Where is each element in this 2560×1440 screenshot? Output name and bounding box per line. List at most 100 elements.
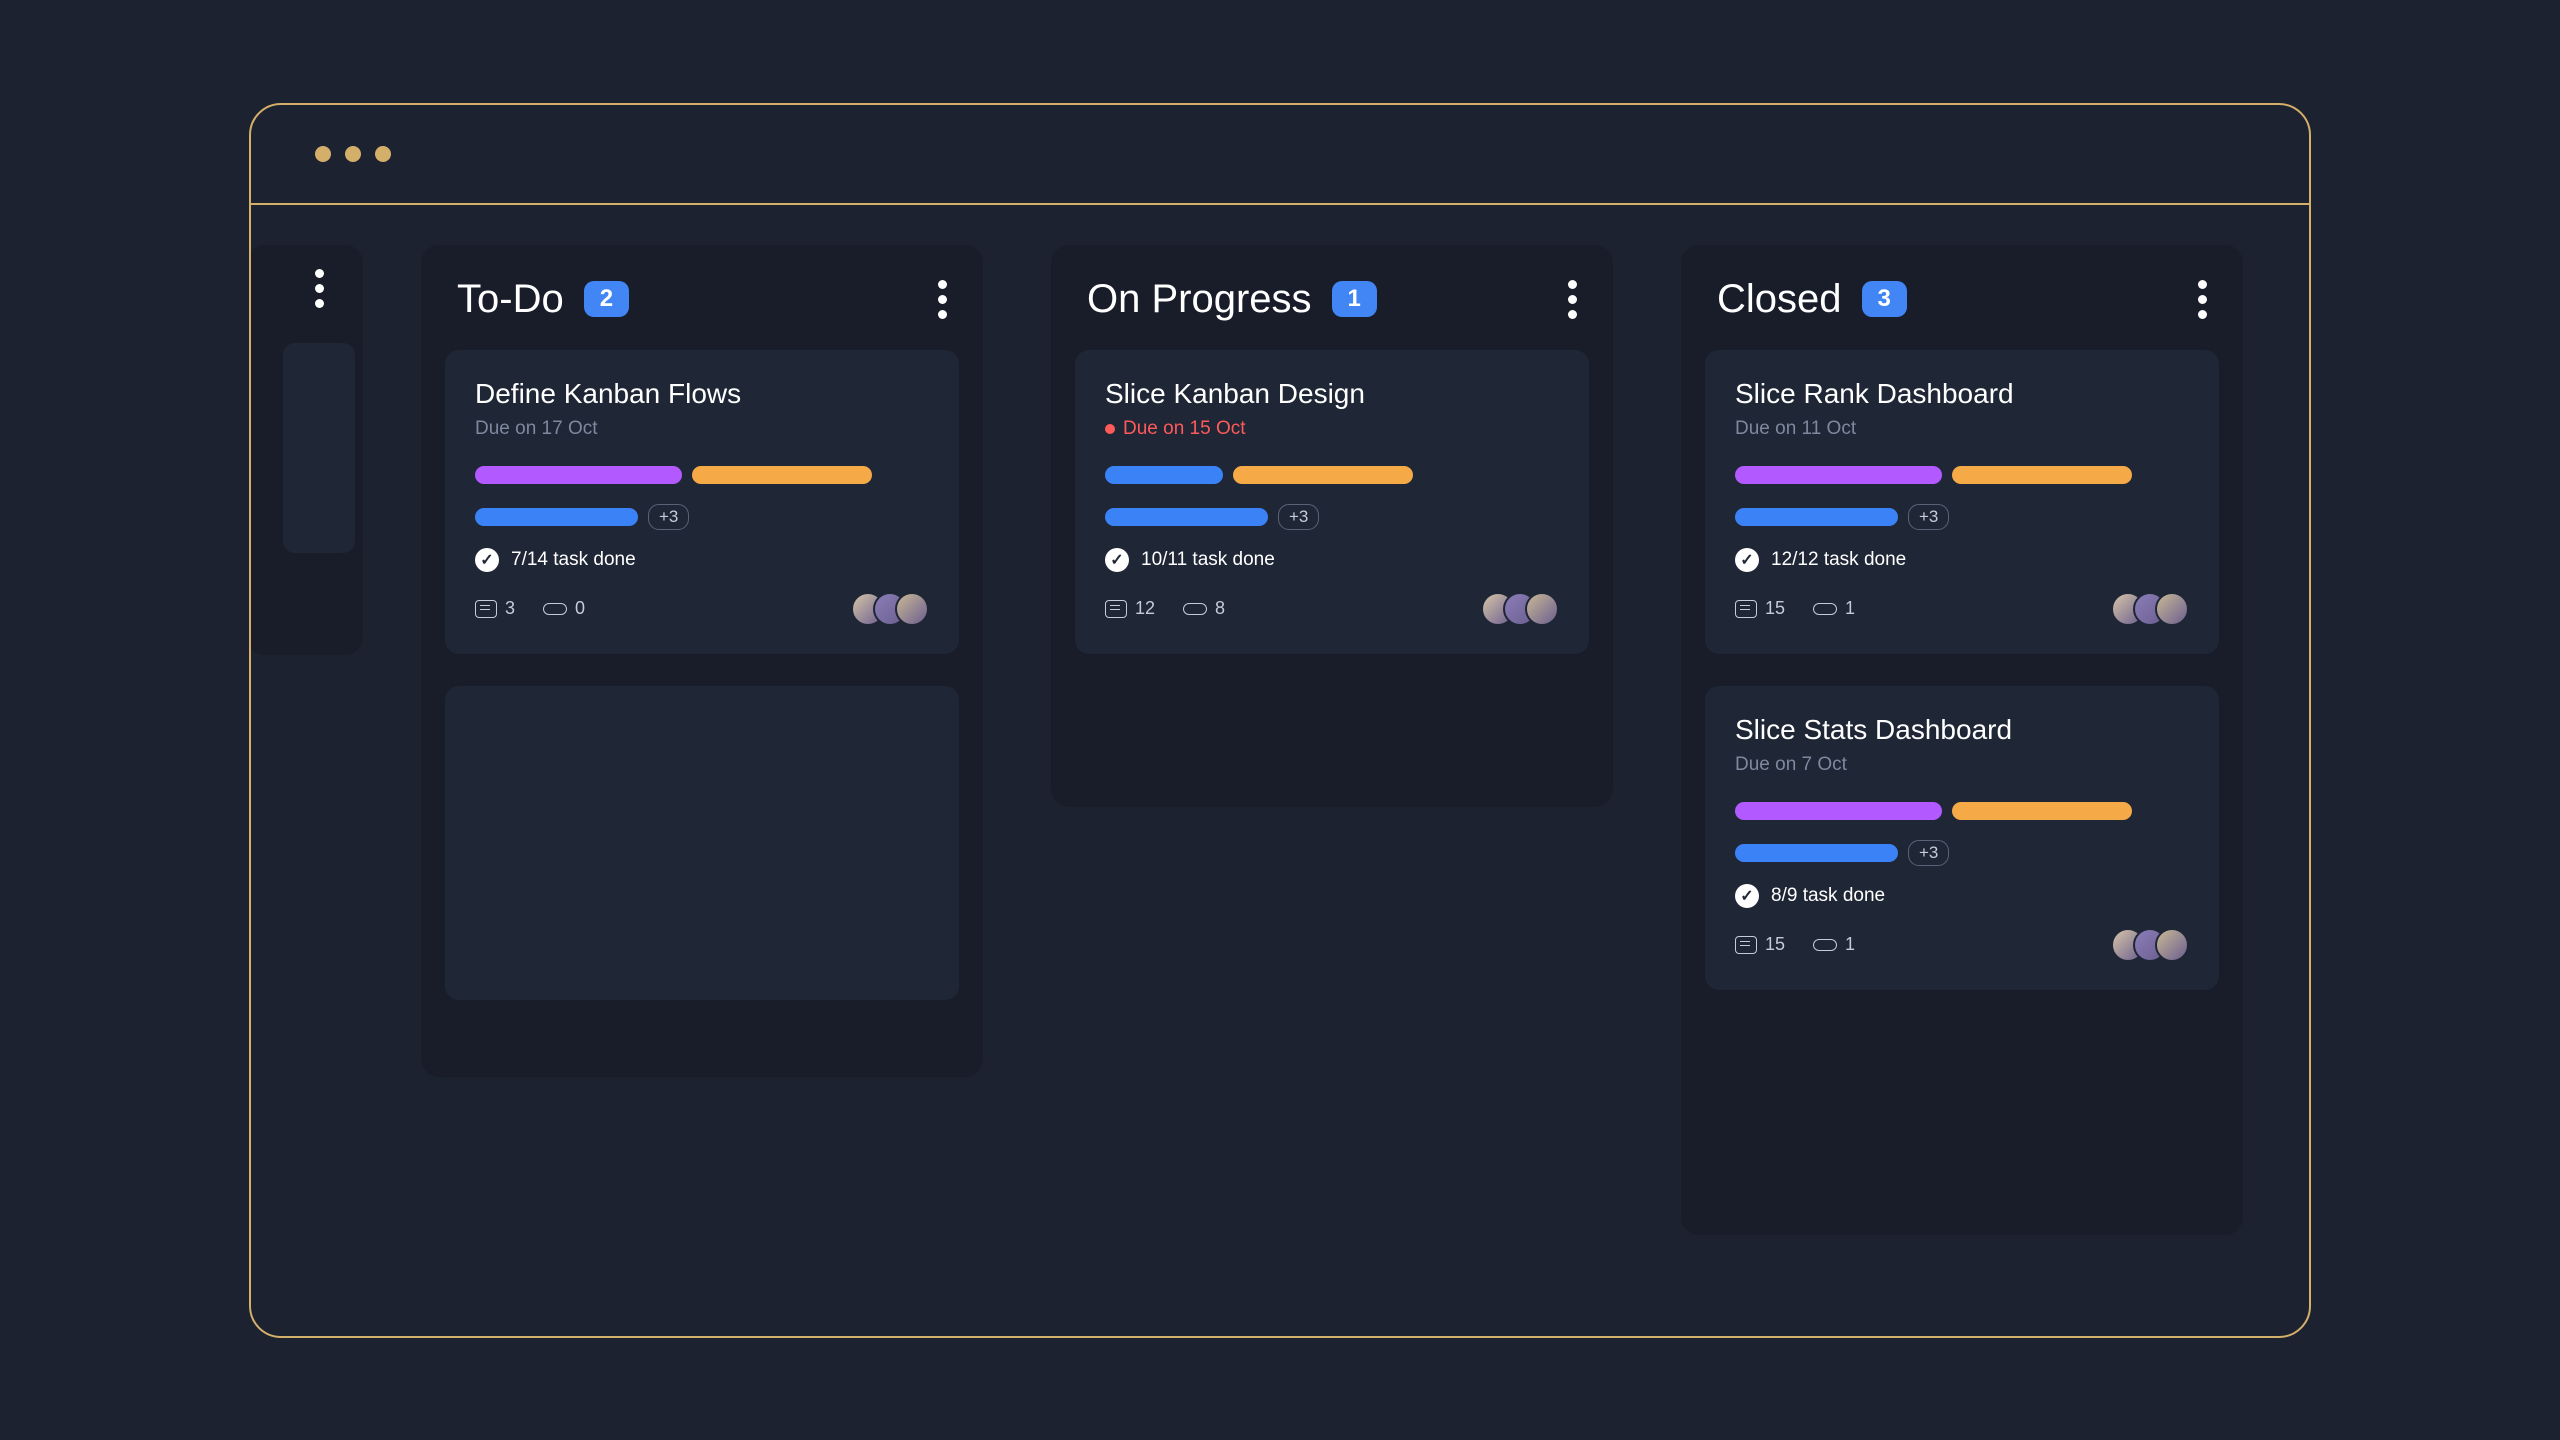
card-title: Slice Kanban Design	[1105, 378, 1559, 410]
column-more-button[interactable]	[1568, 280, 1577, 319]
column-title: Closed	[1717, 277, 1842, 322]
card-meta: 12 8	[1105, 598, 1225, 619]
column-count-badge: 1	[1332, 281, 1377, 317]
column-count-badge: 3	[1862, 281, 1907, 317]
label-pill[interactable]	[1735, 844, 1898, 862]
kanban-card[interactable]: Slice Stats DashboardDue on 7 Oct+3✓8/9 …	[1705, 686, 2219, 990]
kanban-card[interactable]: Slice Rank Dashboard Due on 11 Oct +3 ✓ 12/1…	[1705, 350, 2219, 654]
label-pill[interactable]	[475, 466, 682, 484]
column-closed: Closed 3 Slice Rank Dashboard Due on 11 Oct…	[1681, 245, 2243, 1235]
comments-count[interactable]: 15	[1735, 934, 1785, 955]
assignee-avatars[interactable]	[2111, 928, 2189, 962]
label-pill[interactable]	[1233, 466, 1413, 484]
label-pill[interactable]	[1735, 802, 1942, 820]
card-labels: +3	[1735, 802, 2189, 866]
card-labels: +3	[1735, 466, 2189, 530]
card-title: Slice Rank Dashboard	[1735, 378, 2189, 410]
avatar[interactable]	[1525, 592, 1559, 626]
attachments-count[interactable]: 8	[1183, 598, 1225, 619]
avatar[interactable]	[2155, 592, 2189, 626]
traffic-lights	[315, 146, 391, 162]
card-labels: +3	[1105, 466, 1559, 530]
column-header: Closed 3	[1705, 277, 2219, 322]
avatar[interactable]	[895, 592, 929, 626]
attachments-count[interactable]: 0	[543, 598, 585, 619]
attachments-count[interactable]: 1	[1813, 598, 1855, 619]
label-pill[interactable]	[692, 466, 872, 484]
comments-count[interactable]: 12	[1105, 598, 1155, 619]
task-progress: ✓8/9 task done	[1735, 884, 2189, 908]
column-title-group: On Progress1	[1087, 277, 1377, 322]
comment-icon	[1735, 600, 1757, 618]
board-content: To-Do2Define Kanban FlowsDue on 17 Oct+3…	[251, 205, 2309, 1235]
attachment-icon	[1813, 939, 1837, 951]
assignee-avatars[interactable]	[2111, 592, 2189, 626]
label-pill[interactable]	[1952, 802, 2132, 820]
extra-labels-count[interactable]: +3	[1908, 840, 1949, 866]
column-todo: To-Do2Define Kanban FlowsDue on 17 Oct+3…	[421, 245, 983, 1077]
check-circle-icon: ✓	[1735, 548, 1759, 572]
card-title: Define Kanban Flows	[475, 378, 929, 410]
comments-count[interactable]: 3	[475, 598, 515, 619]
progress-text: 7/14 task done	[511, 549, 636, 571]
label-pill[interactable]	[1735, 508, 1898, 526]
kanban-card[interactable]: Define Kanban FlowsDue on 17 Oct+3✓7/14 …	[445, 350, 959, 654]
column-title: To-Do	[457, 277, 564, 322]
column-count-badge: 2	[584, 281, 629, 317]
extra-labels-count[interactable]: +3	[1908, 504, 1949, 530]
task-progress: ✓ 7/14 task done	[475, 548, 929, 572]
column-header: To-Do 2	[445, 277, 959, 322]
column-more-button[interactable]	[2198, 280, 2207, 319]
comment-icon	[1105, 600, 1127, 618]
extra-labels-count[interactable]: +3	[648, 504, 689, 530]
more-vertical-icon	[938, 280, 947, 319]
card-due-date: Due on 11 Oct	[1735, 418, 2189, 440]
card-title: Slice Stats Dashboard	[1735, 714, 2189, 746]
label-pill[interactable]	[1105, 466, 1223, 484]
minimize-window-button[interactable]	[345, 146, 361, 162]
assignee-avatars[interactable]	[851, 592, 929, 626]
label-pill[interactable]	[475, 508, 638, 526]
column-header: On Progress1	[1075, 277, 1589, 322]
task-progress: ✓10/11 task done	[1105, 548, 1559, 572]
card-footer: 30	[475, 592, 929, 626]
attachment-icon	[543, 603, 567, 615]
card-meta: 30	[475, 598, 585, 619]
sidebar-panel	[283, 343, 355, 553]
label-pill[interactable]	[1952, 466, 2132, 484]
kanban-card[interactable]: Slice Kanban DesignDue on 15 Oct+3✓10/11…	[1075, 350, 1589, 654]
comments-count[interactable]: 15	[1735, 598, 1785, 619]
check-circle-icon: ✓	[1735, 884, 1759, 908]
card-labels: +3	[475, 466, 929, 530]
extra-labels-count[interactable]: +3	[1278, 504, 1319, 530]
progress-text: 12/12 task done	[1771, 549, 1906, 571]
maximize-window-button[interactable]	[375, 146, 391, 162]
label-pill[interactable]	[1735, 466, 1942, 484]
assignee-avatars[interactable]	[1481, 592, 1559, 626]
attachments-count[interactable]: 1	[1813, 934, 1855, 955]
column-more-button[interactable]	[938, 280, 947, 319]
card-footer: 12 8	[1105, 592, 1559, 626]
more-vertical-icon	[2198, 280, 2207, 319]
empty-card-placeholder[interactable]	[445, 686, 959, 1000]
avatar[interactable]	[2155, 928, 2189, 962]
browser-window: To-Do2Define Kanban FlowsDue on 17 Oct+3…	[249, 103, 2311, 1338]
check-circle-icon: ✓	[475, 548, 499, 572]
close-window-button[interactable]	[315, 146, 331, 162]
sidebar-more-button[interactable]	[295, 265, 343, 313]
task-progress: ✓ 12/12 task done	[1735, 548, 2189, 572]
more-vertical-icon	[1568, 280, 1577, 319]
attachment-icon	[1813, 603, 1837, 615]
column-title-group: Closed 3	[1717, 277, 1907, 322]
attachment-icon	[1183, 603, 1207, 615]
card-meta: 15 1	[1735, 598, 1855, 619]
overdue-indicator-icon	[1105, 424, 1115, 434]
column-title-group: To-Do 2	[457, 277, 629, 322]
window-titlebar	[251, 105, 2309, 205]
sidebar-fragment	[251, 245, 363, 655]
column-progress: On Progress1 Slice Kanban DesignDue on 15…	[1051, 245, 1613, 807]
progress-text: 10/11 task done	[1141, 549, 1275, 571]
more-vertical-icon	[315, 269, 324, 308]
comment-icon	[1735, 936, 1757, 954]
label-pill[interactable]	[1105, 508, 1268, 526]
